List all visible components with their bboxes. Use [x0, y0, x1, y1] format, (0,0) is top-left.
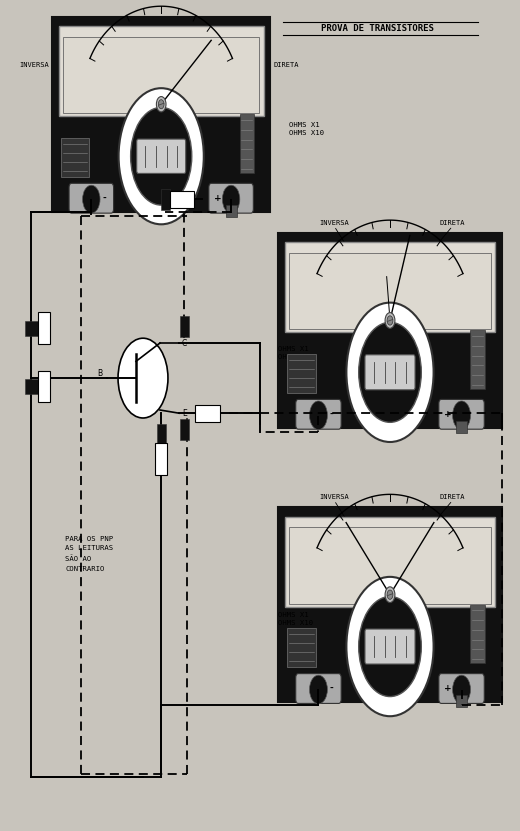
Bar	[289, 528, 491, 603]
Bar	[38, 312, 50, 344]
Circle shape	[387, 590, 393, 599]
FancyBboxPatch shape	[365, 629, 415, 664]
Bar	[289, 253, 491, 329]
Bar	[278, 233, 502, 428]
Text: DIRETA: DIRETA	[440, 494, 465, 500]
Circle shape	[223, 185, 240, 214]
Circle shape	[119, 88, 204, 224]
Circle shape	[346, 577, 434, 716]
Bar	[226, 205, 237, 217]
Bar	[25, 321, 38, 336]
Text: INVERSA: INVERSA	[319, 494, 349, 500]
Bar	[63, 37, 259, 113]
Bar	[287, 628, 316, 667]
Text: PARA OS PNP
AS LEITURAS
SÃO AO
CONTRARIO: PARA OS PNP AS LEITURAS SÃO AO CONTRARIO	[65, 536, 113, 572]
Text: -: -	[330, 410, 334, 419]
Bar	[59, 27, 264, 116]
Circle shape	[387, 316, 393, 325]
Bar	[52, 17, 270, 212]
Text: +: +	[444, 410, 452, 419]
Text: E: E	[182, 409, 187, 418]
Bar	[25, 379, 38, 394]
Text: DIRETA: DIRETA	[440, 220, 465, 226]
Text: DIRETA: DIRETA	[273, 62, 298, 68]
Circle shape	[157, 96, 166, 112]
Circle shape	[452, 401, 471, 430]
Bar	[196, 405, 220, 421]
Bar	[287, 354, 316, 393]
Bar	[161, 189, 170, 209]
Text: C: C	[182, 338, 187, 347]
Text: -: -	[330, 684, 334, 693]
Bar	[285, 517, 495, 607]
Text: +: +	[214, 194, 222, 203]
FancyBboxPatch shape	[439, 674, 484, 703]
Bar	[456, 421, 467, 433]
Bar	[471, 330, 485, 389]
FancyBboxPatch shape	[365, 355, 415, 390]
Circle shape	[359, 322, 421, 422]
Circle shape	[346, 302, 434, 442]
Text: +: +	[444, 684, 452, 693]
Text: OHMS X1
OHMS X10: OHMS X1 OHMS X10	[289, 121, 323, 136]
Text: -: -	[102, 194, 106, 203]
Bar	[157, 424, 166, 445]
Circle shape	[131, 107, 192, 205]
Bar	[180, 316, 189, 337]
Bar	[61, 138, 89, 177]
Text: OHMS X1
OHMS X10: OHMS X1 OHMS X10	[278, 346, 313, 361]
Bar	[38, 371, 50, 402]
Circle shape	[385, 587, 395, 602]
FancyBboxPatch shape	[439, 400, 484, 429]
Bar	[170, 191, 194, 208]
Text: INVERSA: INVERSA	[319, 220, 349, 226]
Bar	[155, 443, 167, 475]
Text: B: B	[98, 370, 102, 378]
FancyBboxPatch shape	[69, 184, 113, 213]
Text: INVERSA: INVERSA	[20, 62, 49, 68]
FancyBboxPatch shape	[296, 400, 341, 429]
Bar	[456, 696, 467, 707]
Circle shape	[309, 401, 328, 430]
Circle shape	[309, 676, 328, 704]
Circle shape	[385, 312, 395, 328]
Bar	[278, 507, 502, 702]
Bar	[285, 243, 495, 332]
FancyBboxPatch shape	[296, 674, 341, 703]
Circle shape	[83, 185, 100, 214]
Circle shape	[118, 338, 168, 418]
Circle shape	[452, 676, 471, 704]
Bar	[240, 114, 254, 173]
Circle shape	[159, 100, 164, 109]
FancyBboxPatch shape	[137, 139, 186, 174]
Bar	[471, 605, 485, 663]
Text: OHMS X1
OHMS X10: OHMS X1 OHMS X10	[278, 612, 313, 627]
Circle shape	[359, 597, 421, 696]
Bar	[180, 420, 189, 440]
Text: PROVA DE TRANSISTORES: PROVA DE TRANSISTORES	[320, 24, 434, 32]
FancyBboxPatch shape	[209, 184, 253, 213]
